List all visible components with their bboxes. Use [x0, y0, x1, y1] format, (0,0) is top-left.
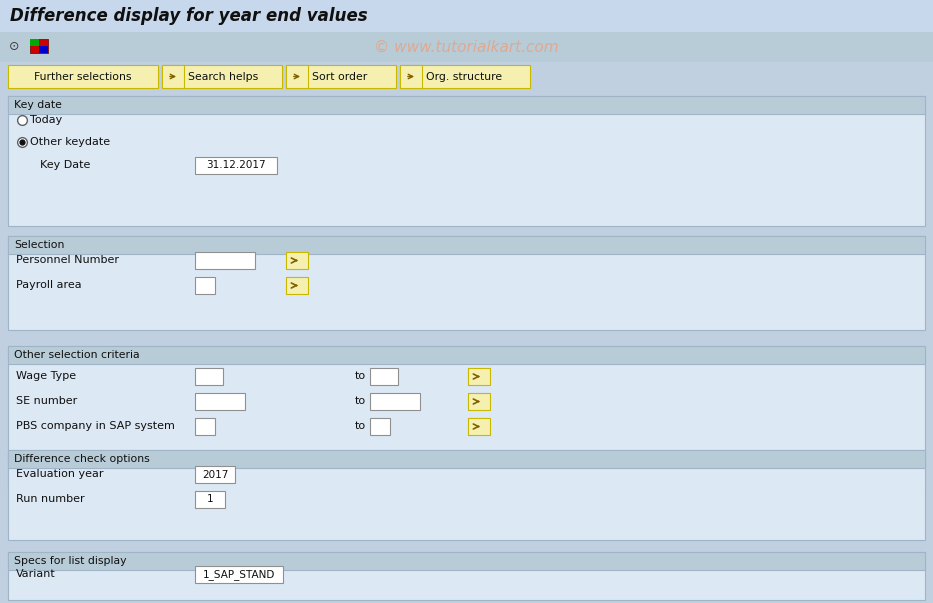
Bar — [195, 277, 215, 294]
Bar — [400, 65, 530, 88]
Text: Run number: Run number — [16, 494, 85, 504]
Text: Further selections: Further selections — [35, 72, 132, 81]
Text: ⊙: ⊙ — [8, 40, 20, 54]
FancyArrowPatch shape — [473, 399, 479, 404]
Text: Evaluation year: Evaluation year — [16, 469, 104, 479]
Bar — [8, 346, 925, 490]
FancyArrowPatch shape — [473, 424, 479, 429]
Bar — [8, 450, 925, 540]
FancyArrowPatch shape — [291, 283, 297, 288]
Bar — [286, 252, 308, 269]
Bar — [370, 393, 420, 410]
Bar — [39, 46, 48, 53]
Bar — [195, 566, 283, 583]
Text: Specs for list display: Specs for list display — [14, 556, 127, 566]
Bar — [286, 277, 308, 294]
Bar — [8, 552, 925, 570]
FancyArrowPatch shape — [408, 74, 412, 79]
Text: to: to — [355, 371, 366, 381]
Text: SE number: SE number — [16, 396, 77, 406]
Bar — [0, 62, 933, 92]
FancyArrowPatch shape — [294, 74, 299, 79]
Bar — [195, 368, 223, 385]
Bar — [162, 65, 184, 88]
Bar — [286, 65, 396, 88]
Text: Today: Today — [30, 115, 63, 125]
Bar — [286, 65, 308, 88]
Bar — [195, 157, 277, 174]
Bar — [400, 65, 422, 88]
Text: Variant: Variant — [16, 569, 56, 579]
Bar — [8, 65, 158, 88]
Text: PBS company in SAP system: PBS company in SAP system — [16, 421, 174, 431]
Text: 31.12.2017: 31.12.2017 — [206, 160, 266, 171]
Bar — [195, 393, 245, 410]
Text: Search helps: Search helps — [188, 72, 258, 81]
Bar — [30, 39, 48, 53]
Text: to: to — [355, 421, 366, 431]
Bar — [468, 393, 490, 410]
FancyArrowPatch shape — [473, 374, 479, 379]
Bar — [0, 32, 933, 62]
Text: Difference check options: Difference check options — [14, 454, 150, 464]
Bar — [8, 236, 925, 254]
Text: Selection: Selection — [14, 240, 64, 250]
Text: Key date: Key date — [14, 100, 62, 110]
Bar — [30, 39, 39, 46]
Text: Wage Type: Wage Type — [16, 371, 77, 381]
Bar — [8, 96, 925, 114]
Bar — [370, 368, 398, 385]
Bar — [468, 418, 490, 435]
Bar — [195, 418, 215, 435]
Bar — [195, 491, 225, 508]
Bar — [370, 418, 390, 435]
Text: © www.tutorialkart.com: © www.tutorialkart.com — [374, 40, 559, 54]
FancyArrowPatch shape — [291, 258, 297, 263]
Text: Personnel Number: Personnel Number — [16, 255, 119, 265]
Text: Other keydate: Other keydate — [30, 137, 110, 147]
Text: 1_SAP_STAND: 1_SAP_STAND — [202, 569, 275, 580]
Bar — [8, 96, 925, 226]
Text: Org. structure: Org. structure — [426, 72, 502, 81]
Bar — [8, 450, 925, 468]
Bar — [8, 552, 925, 600]
Bar — [195, 466, 235, 483]
Text: Sort order: Sort order — [312, 72, 368, 81]
Bar — [0, 0, 933, 32]
Bar — [162, 65, 282, 88]
Text: to: to — [355, 396, 366, 406]
Bar — [468, 368, 490, 385]
FancyArrowPatch shape — [170, 74, 174, 79]
Text: Key Date: Key Date — [40, 160, 91, 170]
Text: Difference display for year end values: Difference display for year end values — [10, 7, 368, 25]
Bar — [8, 236, 925, 330]
Text: 1: 1 — [207, 494, 214, 505]
Bar — [8, 346, 925, 364]
Text: Payroll area: Payroll area — [16, 280, 81, 290]
Text: 2017: 2017 — [202, 470, 229, 479]
Bar — [195, 252, 255, 269]
Text: Other selection criteria: Other selection criteria — [14, 350, 140, 360]
